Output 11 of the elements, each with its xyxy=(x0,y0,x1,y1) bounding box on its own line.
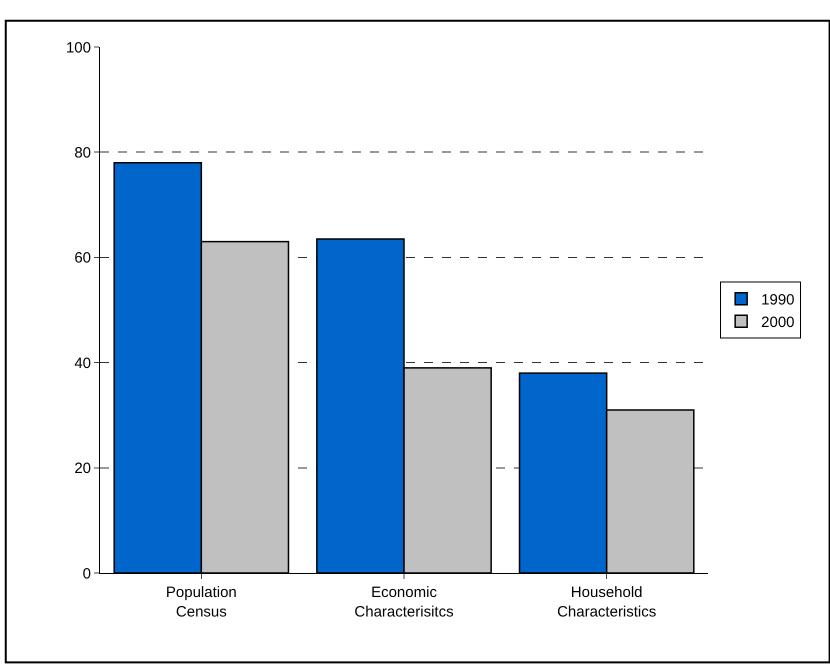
x-tick-label: Population Census xyxy=(166,584,237,620)
y-tick-label: 60 xyxy=(74,250,91,267)
y-tick-label: 0 xyxy=(82,565,91,582)
y-tick-label: 80 xyxy=(74,144,91,162)
x-tick-label: Household Characteristics xyxy=(557,584,656,620)
legend-label: 1990 xyxy=(761,292,795,309)
y-tick-label: 20 xyxy=(74,460,91,478)
x-tick-label: Economic Characterisitcs xyxy=(354,584,454,620)
legend-label: 2000 xyxy=(761,314,795,332)
y-tick-label: 40 xyxy=(74,354,91,372)
y-tick-label: 100 xyxy=(66,39,91,56)
